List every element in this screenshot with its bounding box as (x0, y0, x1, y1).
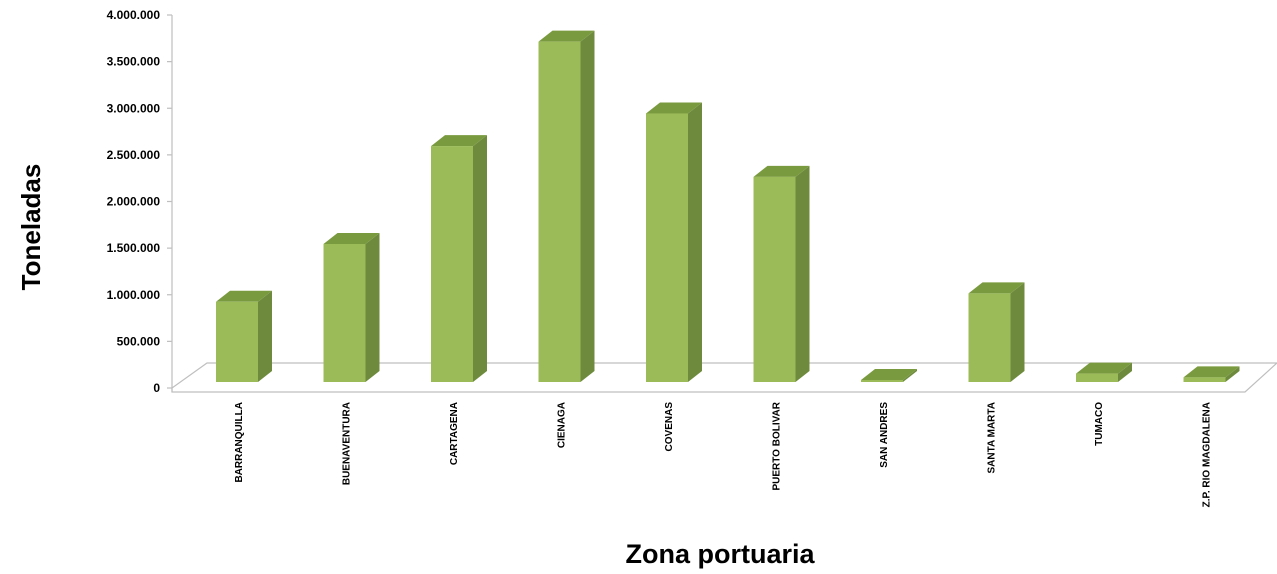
y-tick-label: 2.500.000 (107, 148, 161, 162)
bar-front (968, 293, 1011, 382)
bar (431, 135, 487, 382)
bar (968, 282, 1025, 382)
bar-side (688, 102, 702, 382)
bar-side (258, 290, 272, 382)
bar-front (323, 243, 366, 382)
y-tick-label: 3.500.000 (107, 55, 161, 69)
bar (323, 232, 380, 382)
bar-top (1076, 362, 1132, 374)
bar-side (795, 165, 810, 382)
y-tick-label: 4.000.000 (107, 8, 161, 22)
y-tick-label: 3.000.000 (107, 101, 161, 115)
x-tick-label: Z.P. RIO MAGDALENA (1202, 402, 1213, 507)
bars (216, 30, 1240, 382)
x-tick-label: CARTAGENA (449, 402, 460, 465)
bar-front (431, 146, 473, 382)
x-tick-label: COVENAS (664, 402, 675, 452)
y-tick-label: 1.500.000 (107, 241, 161, 255)
bar (1183, 366, 1240, 382)
bar-front (646, 113, 688, 382)
x-axis-title: Zona portuaria (625, 539, 815, 569)
bar-top (538, 30, 595, 42)
bar-top (1183, 366, 1240, 378)
bar-top (753, 165, 810, 177)
bar (753, 165, 810, 382)
bar-top (968, 282, 1025, 294)
bar-side (580, 30, 595, 382)
y-tick-label: 2.000.000 (107, 195, 161, 209)
bar-top (216, 290, 272, 302)
bar-front (216, 301, 258, 382)
y-axis-title: Toneladas (16, 164, 46, 291)
x-tick-label: BARRANQUILLA (234, 402, 245, 483)
x-axis-labels: BARRANQUILLA BUENAVENTURA CARTAGENA CIENAGA… (234, 401, 1213, 507)
bar-side (1118, 362, 1132, 382)
bar (646, 102, 702, 382)
x-tick-label: PUERTO BOLIVAR (772, 401, 783, 490)
x-tick-label: CIENAGA (557, 402, 568, 448)
y-tick-label: 0 (153, 381, 160, 395)
bar-top (323, 232, 380, 244)
bar-side (365, 232, 380, 382)
bar (1076, 362, 1132, 382)
bar-front (753, 176, 796, 382)
y-axis: 0 500.000 1.000.000 1.500.000 2.000.000 2.500… (107, 8, 173, 395)
y-tick-label: 1.000.000 (107, 288, 161, 302)
x-tick-label: SAN ANDRES (879, 402, 890, 468)
bar (538, 30, 595, 382)
bar-front (1076, 373, 1118, 382)
x-tick-label: BUENAVENTURA (342, 402, 353, 485)
bar-top (861, 369, 917, 380)
bar-front (1183, 377, 1226, 382)
bar-side (1225, 366, 1240, 382)
bar (861, 369, 917, 382)
bar-top (431, 135, 487, 147)
bar-side (903, 369, 917, 382)
x-tick-label: TUMACO (1094, 402, 1105, 446)
bar-front (538, 41, 581, 382)
bar-front (861, 380, 903, 382)
x-tick-label: SANTA MARTA (987, 402, 998, 473)
y-tick-label: 500.000 (117, 334, 161, 348)
bar-side (473, 135, 487, 382)
bar-top (646, 102, 702, 114)
bar-side (1010, 282, 1025, 382)
bar (216, 290, 272, 382)
